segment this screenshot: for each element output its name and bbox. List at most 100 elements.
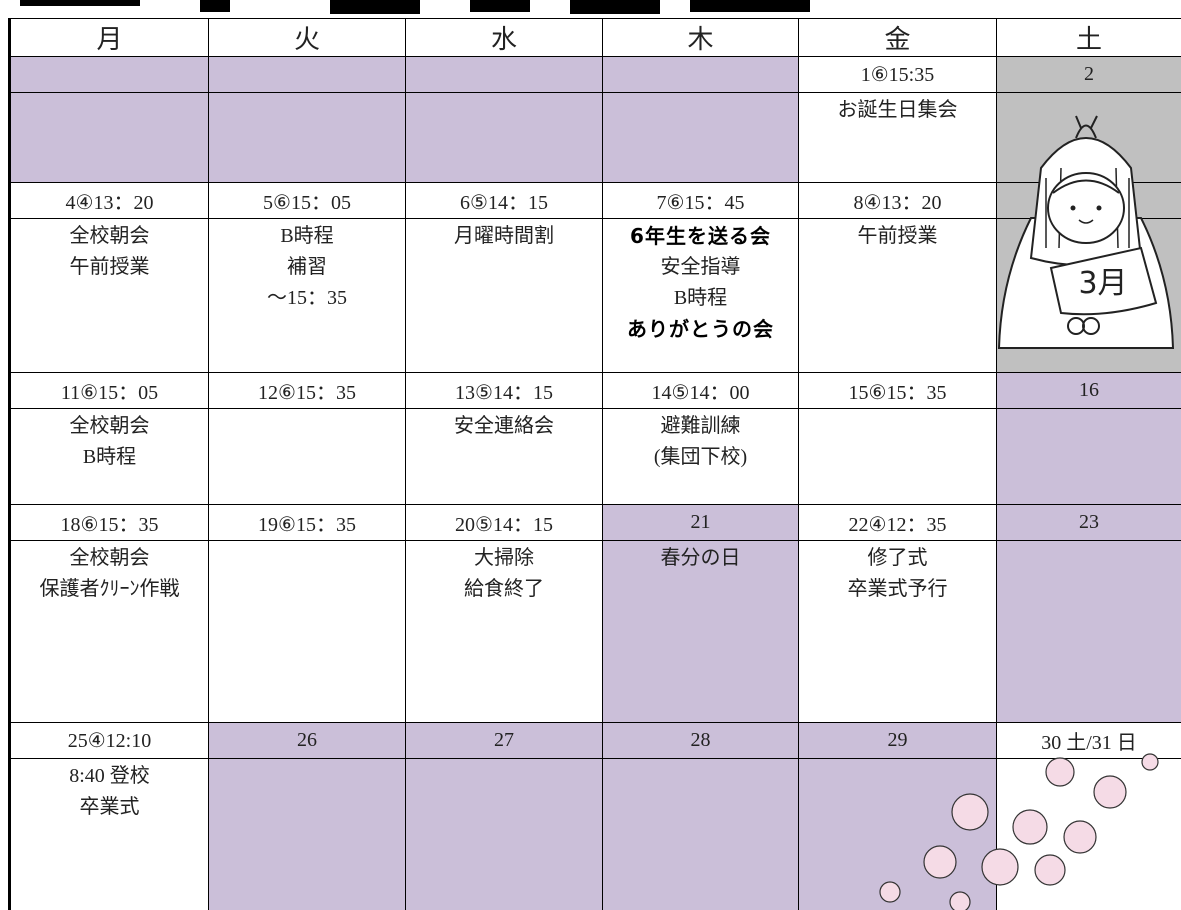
event-cell: 全校朝会 B時程 xyxy=(10,408,209,505)
date-cell: 2 xyxy=(996,56,1181,93)
event-cell: 全校朝会 午前授業 xyxy=(10,218,209,373)
event-text: ～15：35 xyxy=(267,287,347,309)
event-text: 大掃除 xyxy=(474,547,534,569)
event-text: 月曜時間割 xyxy=(454,225,554,247)
event-row: 全校朝会 保護者ｸﾘｰﾝ作戦 大掃除給食終了 春分の日 修了式 卒業式予行 xyxy=(10,540,1181,723)
date-row: 25④12:10 26 27 28 29 30 土/31 日 xyxy=(10,722,1181,759)
date-cell: 6⑤14：15 xyxy=(405,182,603,219)
date-text: 14⑤14：00 xyxy=(651,382,750,404)
event-text: 春分の日 xyxy=(660,547,741,569)
date-cell xyxy=(10,56,209,93)
weekday-header: 水 xyxy=(405,18,603,57)
date-text: 12⑥15：35 xyxy=(258,382,356,404)
header-row: 月火水木金土 xyxy=(10,18,1181,57)
event-text: 給食終了 xyxy=(464,578,544,600)
date-cell: 19⑥15：35 xyxy=(208,504,406,541)
date-text: 27 xyxy=(494,729,514,751)
date-cell: 4④13：20 xyxy=(10,182,209,219)
date-cell: 1⑥15:35 xyxy=(798,56,997,93)
date-cell: 11⑥15：05 xyxy=(10,372,209,409)
date-text: 13⑤14：15 xyxy=(455,382,553,404)
event-cell xyxy=(602,758,799,910)
event-text: 保護者ｸﾘｰﾝ作戦 xyxy=(39,578,180,600)
date-text: 20⑤14：15 xyxy=(455,514,553,536)
event-cell: 午前授業 xyxy=(798,218,997,373)
event-cell xyxy=(405,92,603,183)
hina-doll-illustration: 3月 xyxy=(997,115,1175,349)
event-cell: 大掃除 給食終了 xyxy=(405,540,603,723)
date-cell: 25④12:10 xyxy=(10,722,209,759)
event-cell xyxy=(208,92,406,183)
event-cell: 全校朝会 保護者ｸﾘｰﾝ作戦 xyxy=(10,540,209,723)
event-text: 補習 xyxy=(287,256,327,278)
event-cell xyxy=(798,408,997,505)
weekday-header: 木 xyxy=(602,18,799,57)
date-cell: 30 土/31 日 xyxy=(996,722,1181,759)
event-cell: 春分の日 xyxy=(602,540,799,723)
event-text: 午前授業 xyxy=(857,225,938,247)
event-text: お誕生日集会 xyxy=(837,99,958,121)
date-cell: 15⑥15：35 xyxy=(798,372,997,409)
event-cell: お誕生日集会 xyxy=(798,92,997,183)
event-row: 全校朝会 B時程 安全連絡会 避難訓練 (集団下校) xyxy=(10,408,1181,505)
event-cell xyxy=(602,92,799,183)
event-text: 卒業式予行 xyxy=(847,578,948,600)
date-cell: 7⑥15：45 xyxy=(602,182,799,219)
event-cell xyxy=(208,540,406,723)
date-text: 19⑥15：35 xyxy=(258,514,356,536)
date-cell: 16 xyxy=(996,372,1181,409)
date-cell: 21 xyxy=(602,504,799,541)
date-row: 11⑥15：05 12⑥15：35 13⑤14：15 14⑤14：00 15⑥15：35… xyxy=(10,372,1181,409)
date-text: 29 xyxy=(887,729,908,751)
weekday-header: 月 xyxy=(10,18,209,57)
date-cell: 8④13：20 xyxy=(798,182,997,219)
event-cell xyxy=(208,408,406,505)
date-row: 1⑥15:35 2 xyxy=(10,56,1181,93)
date-cell: 27 xyxy=(405,722,603,759)
event-cell: 避難訓練 (集団下校) xyxy=(602,408,799,505)
weekday-header: 火 xyxy=(208,18,406,57)
event-cell xyxy=(405,758,603,910)
date-cell xyxy=(405,56,603,93)
date-cell: 14⑤14：00 xyxy=(602,372,799,409)
event-text: (集団下校) xyxy=(653,446,748,468)
event-text: B時程 xyxy=(673,287,728,309)
event-cell: 8:40 登校 卒業式 xyxy=(10,758,209,910)
weekday-header: 土 xyxy=(996,18,1181,57)
event-text: 避難訓練 xyxy=(660,415,741,437)
date-cell: 18⑥15：35 xyxy=(10,504,209,541)
date-cell: 12⑥15：35 xyxy=(208,372,406,409)
event-cell xyxy=(996,408,1181,505)
date-text: 6⑤14：15 xyxy=(460,192,548,214)
event-text: ありがとうの会 xyxy=(627,317,774,341)
event-text: B時程 xyxy=(82,446,137,468)
date-text: 28 xyxy=(690,729,711,751)
date-cell xyxy=(208,56,406,93)
event-text: 全校朝会 xyxy=(69,415,150,437)
event-text: 卒業式 xyxy=(79,796,140,818)
date-text: 22④12：35 xyxy=(848,514,947,536)
event-text: 安全指導 xyxy=(660,256,741,278)
date-text: 4④13：20 xyxy=(65,192,154,214)
date-text: 30 土/31 日 xyxy=(1041,732,1137,754)
event-cell: 修了式 卒業式予行 xyxy=(798,540,997,723)
date-cell: 22④12：35 xyxy=(798,504,997,541)
date-text: 1⑥15:35 xyxy=(860,64,935,86)
date-text: 21 xyxy=(690,511,711,533)
event-cell: 6年生を送る会 安全指導 B時程 ありがとうの会 xyxy=(602,218,799,373)
date-text: 7⑥15：45 xyxy=(656,192,745,214)
weekday-header: 金 xyxy=(798,18,997,57)
event-text: B時程 xyxy=(280,225,334,247)
date-text: 8④13：20 xyxy=(853,192,942,214)
event-text: 全校朝会 xyxy=(69,225,150,247)
date-cell: 23 xyxy=(996,504,1181,541)
date-cell: 26 xyxy=(208,722,406,759)
date-cell xyxy=(602,56,799,93)
event-text: 8:40 登校 xyxy=(69,765,150,787)
event-cell xyxy=(208,758,406,910)
date-text: 25④12:10 xyxy=(67,730,152,752)
date-cell: 29 xyxy=(798,722,997,759)
date-text: 15⑥15：35 xyxy=(848,382,947,404)
date-cell: 28 xyxy=(602,722,799,759)
